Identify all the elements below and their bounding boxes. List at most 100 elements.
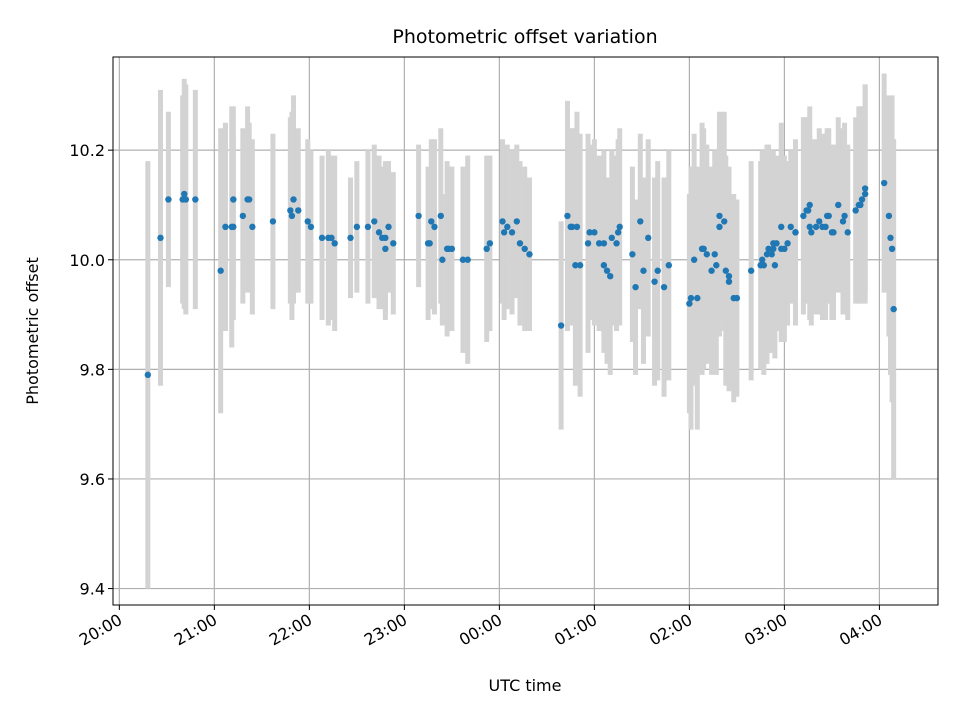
data-point xyxy=(295,207,302,214)
data-point xyxy=(880,179,888,187)
data-point xyxy=(483,245,490,252)
data-point xyxy=(182,196,190,203)
data-point xyxy=(703,251,711,258)
y-tick-label: 9.8 xyxy=(80,360,105,379)
data-point xyxy=(499,218,506,225)
y-axis-label: Photometric offset xyxy=(23,257,42,405)
data-point xyxy=(808,229,815,236)
data-point xyxy=(637,218,644,225)
data-point xyxy=(887,234,894,242)
data-point xyxy=(269,218,277,225)
data-point xyxy=(857,201,864,209)
data-point xyxy=(508,229,516,236)
data-point xyxy=(600,240,608,247)
data-point xyxy=(595,240,603,247)
data-point xyxy=(844,229,851,236)
data-point xyxy=(576,262,584,269)
data-point xyxy=(716,223,723,231)
data-point xyxy=(760,262,768,269)
data-point xyxy=(600,262,608,269)
data-point xyxy=(640,267,647,274)
data-point xyxy=(586,229,593,236)
data-point xyxy=(629,251,636,258)
data-point xyxy=(500,229,508,236)
data-point xyxy=(245,196,253,203)
data-point xyxy=(690,256,698,263)
data-point xyxy=(694,294,701,302)
data-point xyxy=(192,196,199,203)
data-point xyxy=(725,278,733,285)
data-point xyxy=(288,212,296,220)
data-point xyxy=(230,196,237,203)
data-point xyxy=(557,322,565,329)
data-point xyxy=(573,223,581,231)
data-point xyxy=(888,245,896,252)
data-point xyxy=(806,201,813,209)
data-point xyxy=(885,212,893,220)
data-point xyxy=(784,240,791,247)
data-point xyxy=(464,256,471,263)
data-point xyxy=(763,251,771,258)
data-point xyxy=(800,212,807,220)
data-point xyxy=(181,190,188,198)
data-point xyxy=(768,251,775,258)
data-point xyxy=(375,229,383,236)
y-tick-label: 10.0 xyxy=(69,251,105,270)
data-point xyxy=(700,245,707,252)
data-point xyxy=(613,240,620,247)
data-points xyxy=(144,179,897,379)
data-point xyxy=(347,234,354,242)
y-tick-label: 9.4 xyxy=(80,580,105,599)
data-point xyxy=(385,223,392,231)
data-point xyxy=(771,262,779,269)
data-point xyxy=(426,240,433,247)
data-point xyxy=(747,267,755,274)
data-point xyxy=(616,223,623,231)
data-point xyxy=(331,240,338,247)
data-point xyxy=(660,283,668,291)
data-point xyxy=(569,223,576,231)
data-point xyxy=(526,251,533,258)
data-point xyxy=(722,267,730,274)
data-point xyxy=(353,223,361,231)
data-point xyxy=(382,234,389,242)
chart-title: Photometric offset variation xyxy=(392,26,657,48)
data-point xyxy=(607,273,614,280)
data-point xyxy=(591,229,598,236)
data-point xyxy=(890,305,897,313)
data-point xyxy=(516,240,524,247)
data-point xyxy=(290,196,297,203)
data-point xyxy=(222,223,229,231)
data-point xyxy=(230,223,237,231)
data-point xyxy=(711,251,718,258)
data-point xyxy=(439,256,446,263)
y-tick-label: 9.6 xyxy=(80,470,105,489)
data-point xyxy=(459,256,467,263)
data-point xyxy=(654,267,661,274)
data-point xyxy=(781,245,788,252)
data-point xyxy=(759,256,766,263)
data-point xyxy=(584,240,592,247)
data-point xyxy=(716,212,723,220)
data-point xyxy=(861,190,869,198)
plot-area-frame xyxy=(112,56,939,606)
data-point xyxy=(608,234,616,242)
data-point xyxy=(504,223,511,231)
data-point xyxy=(448,245,456,252)
data-point xyxy=(725,273,733,280)
data-point xyxy=(825,212,832,220)
data-point xyxy=(835,201,842,209)
data-point xyxy=(770,245,777,252)
data-point xyxy=(765,245,772,252)
data-point xyxy=(431,223,438,231)
data-point xyxy=(371,218,378,225)
data-point xyxy=(806,223,813,231)
data-point xyxy=(861,185,869,192)
data-point xyxy=(839,218,847,225)
data-point xyxy=(564,212,571,220)
data-point xyxy=(816,218,823,225)
data-point xyxy=(713,262,720,269)
data-point xyxy=(382,245,389,252)
data-point xyxy=(778,223,785,231)
